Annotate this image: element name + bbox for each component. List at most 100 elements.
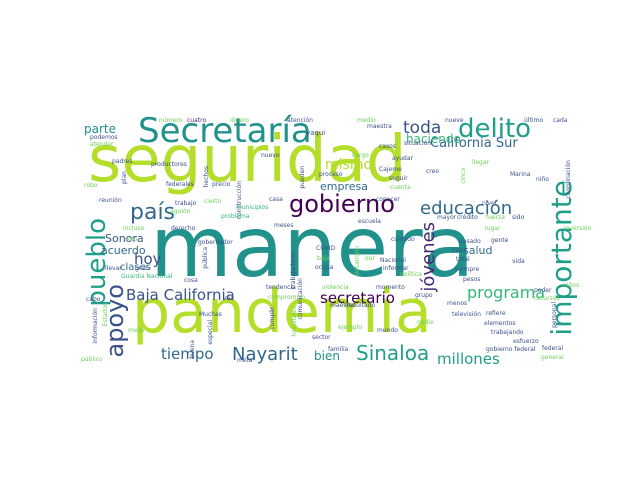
word-128: comunicación	[297, 278, 304, 320]
word-4: delito	[458, 114, 532, 144]
word-106: vez	[223, 295, 234, 302]
word-32: cuatro	[187, 117, 207, 124]
word-60: cuenta	[390, 184, 411, 191]
word-82: gobernador	[198, 239, 233, 246]
word-17: secretario	[320, 289, 395, 307]
word-147: niños	[563, 282, 580, 289]
word-34: atención	[287, 117, 313, 124]
word-19: hoy	[134, 250, 162, 268]
word-64: reunión	[99, 197, 122, 204]
word-6: educación	[420, 198, 513, 219]
word-144: hechos	[203, 166, 210, 188]
word-77: crédito	[457, 214, 478, 221]
word-67: casa	[269, 196, 283, 203]
word-69: escuela	[358, 218, 381, 225]
word-51: creo	[426, 168, 439, 175]
word-79: sido	[512, 214, 525, 221]
word-95: vida	[512, 258, 525, 265]
word-111: refiere	[486, 310, 506, 317]
word-37: nueve	[445, 117, 464, 124]
word-36: maestra	[367, 123, 392, 130]
word-0: seguridad	[88, 123, 407, 197]
word-134: desarrollo	[354, 246, 361, 276]
word-11: Sinaloa	[356, 341, 430, 365]
word-140: trabajadores	[290, 251, 297, 289]
word-92: siempre	[455, 266, 480, 273]
word-70: Guardia Nacional	[121, 273, 173, 280]
word-52: llegar	[472, 159, 489, 166]
word-53: coordinación	[565, 160, 572, 199]
word-72: cierto	[204, 198, 222, 205]
word-73: municipios	[236, 204, 269, 211]
word-121: mundo	[377, 327, 398, 334]
word-13: Baja California	[126, 286, 235, 304]
word-125: familia	[328, 346, 349, 353]
word-126: maestro	[330, 302, 355, 309]
word-129: ocupa	[315, 264, 334, 271]
word-86: gran	[135, 265, 149, 272]
word-110: Muchas	[199, 311, 222, 318]
word-105: compromiso	[268, 294, 305, 301]
word-2: pandemia	[132, 277, 432, 347]
word-35: medio	[357, 117, 376, 124]
word-30: empresa	[320, 180, 368, 193]
word-58: proceso	[319, 171, 343, 178]
word-24: haciendo	[406, 132, 461, 146]
word-48: nuevo	[261, 152, 280, 159]
word-20: toda	[403, 118, 442, 138]
word-139: cosa	[184, 277, 198, 284]
word-39: cada	[553, 117, 568, 124]
word-45: padres	[112, 158, 133, 165]
word-50: Cajeme	[379, 166, 402, 173]
word-130: poder	[534, 287, 552, 294]
word-122: gobierno federal	[486, 346, 536, 353]
word-101: momento	[376, 284, 405, 291]
word-143: inversión	[564, 225, 592, 232]
word-93: pesos	[463, 276, 481, 283]
word-133: solo	[125, 236, 138, 243]
word-81: incluso	[123, 225, 145, 232]
word-15: jóvenes	[418, 222, 439, 292]
word-98: Estados	[102, 303, 109, 327]
word-114: especial	[207, 320, 214, 345]
word-18: millones	[437, 350, 500, 368]
word-56: precio	[212, 181, 231, 188]
word-25: acuerdo	[101, 244, 146, 257]
word-120: sector	[312, 334, 331, 341]
word-116: nadie	[417, 319, 434, 326]
word-5: gobierno	[289, 190, 395, 218]
word-44: situación	[404, 140, 432, 147]
word-49: ayudar	[392, 155, 413, 162]
word-145: pueden	[299, 166, 306, 189]
word-118: esfuerzo	[513, 338, 539, 345]
word-83: pasado	[459, 238, 481, 245]
word-136: cuidado	[391, 236, 415, 243]
word-21: mismo	[325, 157, 373, 173]
word-135: dar	[365, 255, 375, 262]
word-1: manera	[150, 198, 475, 296]
word-29: clases	[120, 262, 151, 273]
word-62: niño	[536, 176, 549, 183]
word-65: trabajo	[175, 200, 197, 207]
word-57: cargo	[352, 152, 369, 159]
word-99: tendencia	[266, 284, 296, 291]
word-54: robo	[84, 182, 98, 189]
word-14: tiempo	[161, 345, 214, 363]
word-33: dinero	[230, 117, 249, 124]
word-104: recursos	[534, 295, 560, 302]
word-103: menos	[447, 300, 468, 307]
word-63: Marina	[510, 171, 531, 178]
word-107: cumplir	[269, 307, 276, 330]
word-90: Nacional	[380, 257, 406, 264]
word-94: total	[456, 256, 470, 263]
word-55: plan	[121, 171, 128, 184]
word-96: cabo	[86, 296, 101, 303]
word-142: meta	[237, 357, 253, 364]
word-74: problema	[221, 213, 250, 220]
word-75: meses	[274, 222, 294, 229]
word-131: personal	[551, 302, 558, 328]
word-123: general	[541, 354, 564, 361]
word-27: Sonora	[105, 232, 144, 245]
word-43: casos	[379, 143, 396, 150]
